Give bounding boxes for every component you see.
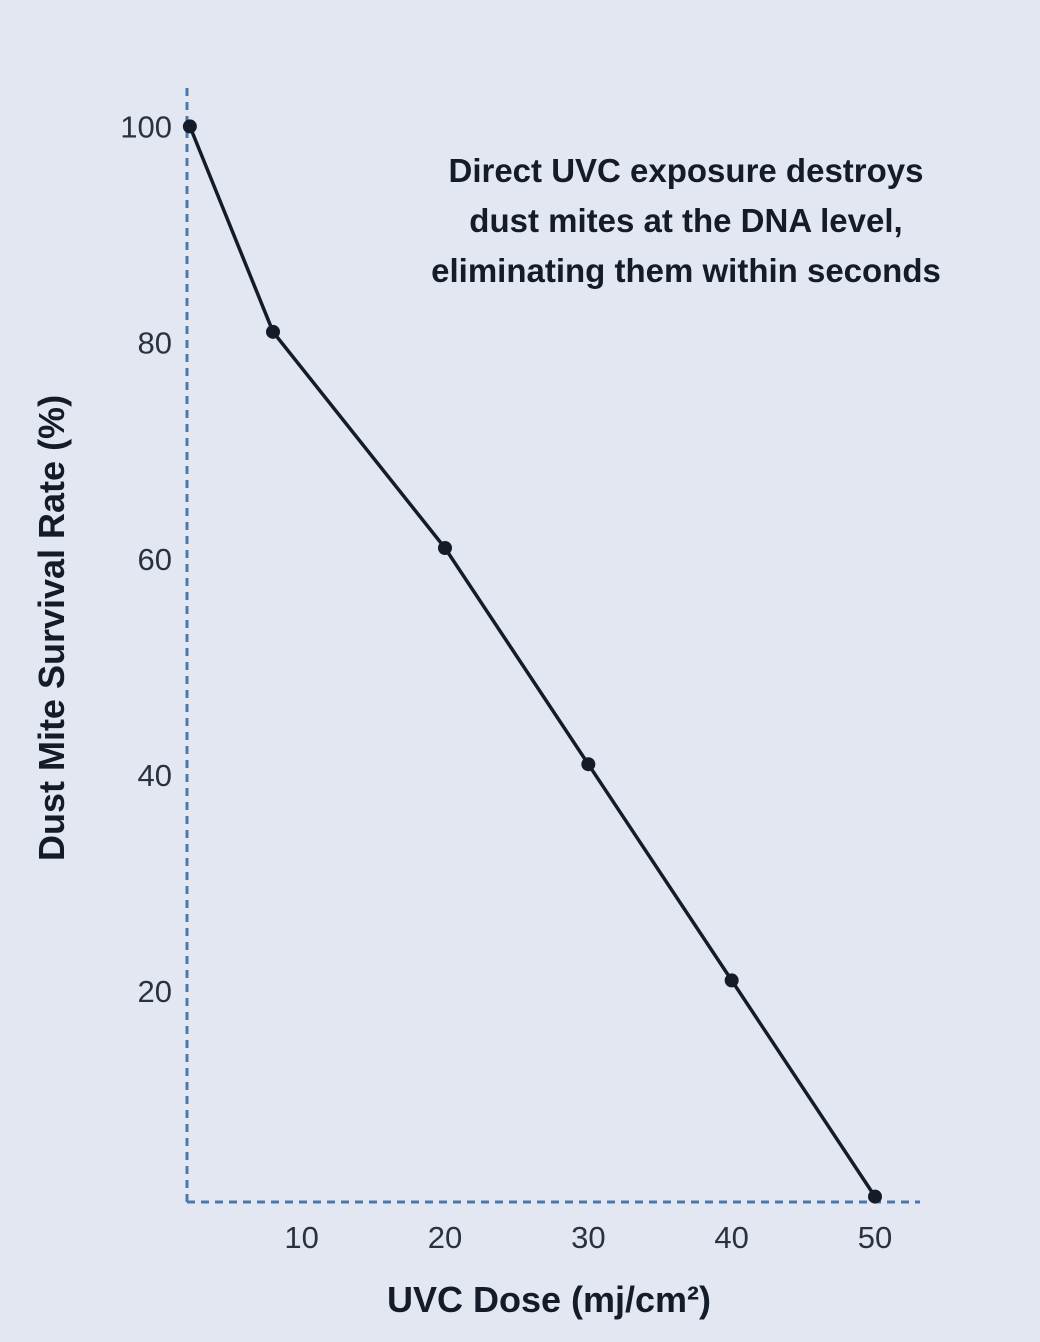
x-tick-label: 10	[284, 1220, 318, 1255]
y-tick-label: 40	[138, 758, 172, 793]
x-tick-label: 20	[428, 1220, 462, 1255]
y-tick-label: 20	[138, 974, 172, 1009]
data-point	[182, 119, 197, 134]
x-axis-title: UVC Dose (mj/cm²)	[387, 1279, 711, 1320]
y-axis-title: Dust Mite Survival Rate (%)	[31, 395, 72, 861]
data-point	[438, 541, 452, 556]
data-point	[868, 1189, 882, 1204]
x-tick-label: 50	[858, 1220, 892, 1255]
y-tick-label: 80	[138, 326, 172, 361]
annotation-line-3: eliminating them within seconds	[431, 252, 941, 289]
series-group	[182, 119, 882, 1204]
series-line	[188, 125, 877, 1198]
y-tick-label: 100	[120, 109, 172, 144]
data-point	[266, 324, 280, 339]
annotation-line-1: Direct UVC exposure destroys	[448, 152, 923, 189]
annotation-line-2: dust mites at the DNA level,	[469, 202, 902, 239]
x-tick-label: 30	[571, 1220, 605, 1255]
x-tick-label: 40	[714, 1220, 748, 1255]
data-point	[581, 757, 596, 772]
x-tick-labels: 10 20 30 40 50	[284, 1220, 892, 1255]
y-tick-label: 60	[138, 542, 172, 577]
data-point	[724, 973, 739, 988]
y-tick-labels: 20 40 60 80 100	[120, 109, 172, 1009]
